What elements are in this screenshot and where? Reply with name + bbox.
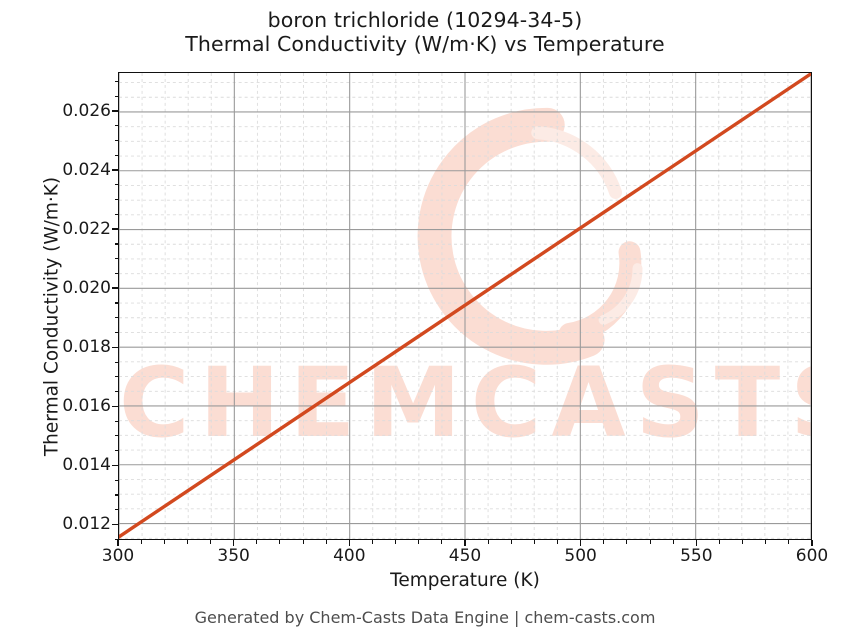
x-tick-minor — [533, 540, 535, 544]
x-tick-minor — [626, 540, 628, 544]
x-tick-minor — [209, 540, 212, 544]
x-tick-minor — [163, 540, 165, 544]
chart-title-line-2: Thermal Conductivity (W/m·K) vs Temperat… — [185, 32, 665, 57]
data-series-line — [119, 73, 811, 539]
x-tick-minor — [788, 540, 790, 544]
y-tick-label: 0.020 — [62, 278, 111, 299]
x-tick-minor — [186, 540, 188, 544]
x-tick-label: 350 — [217, 546, 250, 566]
x-tick-label: 300 — [101, 546, 135, 566]
plot-canvas — [119, 73, 811, 539]
x-tick-minor — [649, 540, 651, 544]
x-tick-label: 450 — [448, 546, 482, 566]
y-tick-label: 0.022 — [62, 219, 111, 240]
y-tick-label: 0.024 — [62, 160, 111, 181]
x-tick-minor — [510, 540, 512, 544]
footer-credit: Generated by Chem-Casts Data Engine | ch… — [194, 608, 656, 627]
y-tick-label: 0.018 — [62, 337, 111, 358]
x-tick-minor — [441, 540, 443, 544]
x-tick-minor — [302, 540, 304, 544]
x-tick-minor — [371, 540, 373, 544]
x-tick-label: 400 — [333, 546, 366, 566]
x-tick-minor — [279, 540, 281, 544]
x-tick-label: 550 — [680, 546, 713, 566]
x-axis-label: Temperature (K) — [390, 570, 540, 591]
y-axis-label: Thermal Conductivity (W/m·K) — [41, 176, 63, 457]
x-tick-minor — [603, 540, 605, 544]
x-tick-minor — [325, 540, 327, 544]
chart-title: boron trichloride (10294-34-5) Thermal C… — [0, 8, 850, 56]
x-tick-label: 600 — [795, 546, 829, 566]
x-tick-label: 500 — [564, 546, 597, 566]
y-tick-label: 0.026 — [62, 101, 111, 122]
y-tick-label: 0.012 — [62, 514, 111, 535]
x-tick-minor — [742, 540, 744, 544]
x-tick-minor — [256, 540, 258, 544]
x-tick-minor — [556, 540, 559, 544]
x-tick-minor — [672, 540, 674, 544]
x-tick-minor — [418, 540, 420, 544]
y-tick-label: 0.016 — [62, 396, 111, 417]
x-tick-minor — [765, 540, 767, 544]
chart-title-line-1: boron trichloride (10294-34-5) — [267, 8, 583, 32]
x-tick-minor — [395, 540, 397, 544]
plot-area: CHEMCASTS — [118, 72, 812, 540]
x-tick-minor — [140, 540, 142, 544]
y-tick-label: 0.014 — [62, 455, 111, 476]
x-tick-minor — [718, 540, 720, 544]
x-tick-minor — [487, 540, 489, 544]
